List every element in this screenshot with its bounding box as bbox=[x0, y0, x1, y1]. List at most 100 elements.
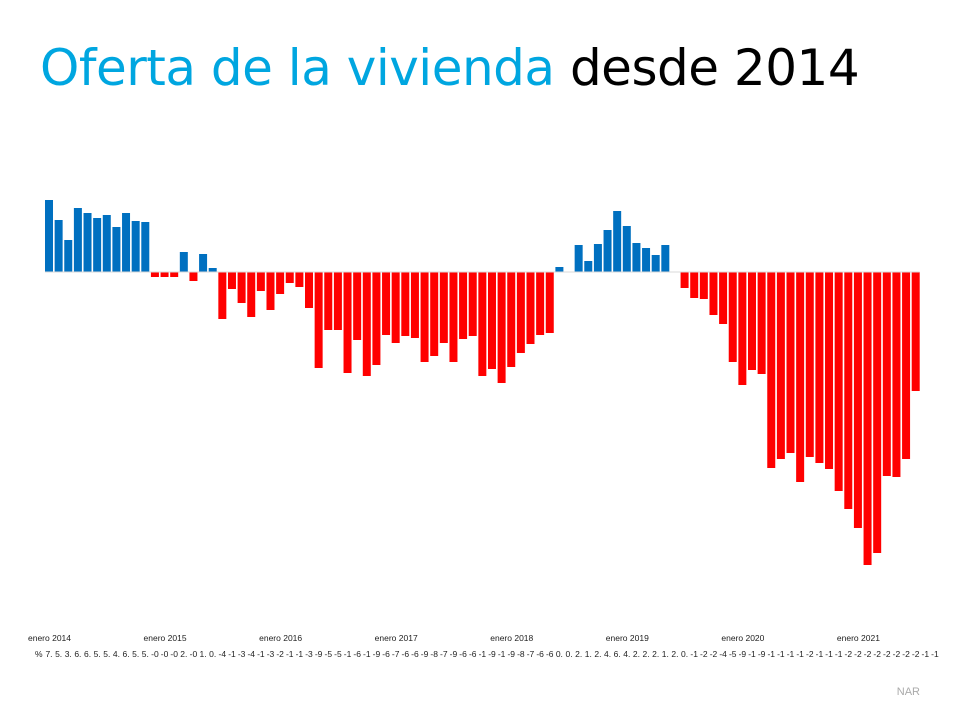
bar bbox=[459, 272, 468, 339]
bar bbox=[150, 272, 159, 277]
value-label: -2 bbox=[912, 649, 920, 659]
bar bbox=[719, 272, 728, 324]
bar bbox=[478, 272, 487, 376]
value-label: -1 bbox=[922, 649, 930, 659]
bar bbox=[208, 268, 217, 272]
value-label: -0 bbox=[151, 649, 159, 659]
bar bbox=[247, 272, 256, 317]
bar bbox=[593, 244, 602, 272]
value-label: -2 bbox=[883, 649, 891, 659]
page-title: Oferta de la vivienda desde 2014 bbox=[40, 38, 860, 98]
value-label: -9 bbox=[315, 649, 323, 659]
value-label: -1 bbox=[767, 649, 775, 659]
bar bbox=[747, 272, 756, 370]
bar bbox=[285, 272, 294, 283]
value-label: 5. bbox=[132, 649, 139, 659]
value-label: -1 bbox=[796, 649, 804, 659]
bar bbox=[93, 218, 102, 272]
year-tick-label: enero 2019 bbox=[606, 633, 649, 643]
value-label: -2 bbox=[700, 649, 708, 659]
bar bbox=[170, 272, 179, 277]
bar bbox=[305, 272, 314, 308]
bar bbox=[574, 245, 583, 272]
bar bbox=[227, 272, 236, 289]
bar bbox=[536, 272, 545, 335]
bar bbox=[709, 272, 718, 315]
bar bbox=[545, 272, 554, 333]
bar bbox=[776, 272, 785, 459]
bar bbox=[256, 272, 265, 291]
bar bbox=[391, 272, 400, 343]
bar bbox=[661, 245, 670, 272]
value-label: -0 bbox=[190, 649, 198, 659]
bar bbox=[507, 272, 516, 367]
bar bbox=[892, 272, 901, 477]
year-tick-label: enero 2016 bbox=[259, 633, 302, 643]
value-label: 0. bbox=[209, 649, 216, 659]
bar bbox=[603, 230, 612, 272]
value-label: -4 bbox=[219, 649, 227, 659]
value-label: -9 bbox=[373, 649, 381, 659]
value-label: 3. bbox=[65, 649, 72, 659]
value-label: -2 bbox=[845, 649, 853, 659]
bar bbox=[430, 272, 439, 356]
bar bbox=[276, 272, 285, 294]
value-label: 2. bbox=[671, 649, 678, 659]
bar bbox=[796, 272, 805, 482]
value-label: -1 bbox=[296, 649, 304, 659]
bar bbox=[767, 272, 776, 468]
value-label: -0 bbox=[161, 649, 169, 659]
value-label: 1. bbox=[662, 649, 669, 659]
value-label: -2 bbox=[902, 649, 910, 659]
value-label: 5. bbox=[94, 649, 101, 659]
bar bbox=[642, 248, 651, 272]
bar bbox=[64, 240, 73, 272]
title-accent: Oferta de la vivienda bbox=[40, 39, 555, 97]
value-label: 2. bbox=[633, 649, 640, 659]
bar bbox=[382, 272, 391, 335]
bar bbox=[102, 215, 111, 272]
bar bbox=[45, 200, 53, 272]
bar bbox=[680, 272, 689, 288]
value-label: -6 bbox=[469, 649, 477, 659]
bar bbox=[825, 272, 834, 469]
source-label: NAR bbox=[896, 686, 920, 698]
value-label: 4. bbox=[623, 649, 630, 659]
bar bbox=[362, 272, 371, 376]
value-label: 5. bbox=[55, 649, 62, 659]
value-label: -3 bbox=[305, 649, 313, 659]
title-rest: desde 2014 bbox=[569, 39, 860, 97]
bar bbox=[882, 272, 891, 476]
value-label: -6 bbox=[411, 649, 419, 659]
value-label: -2 bbox=[806, 649, 814, 659]
value-label: -9 bbox=[507, 649, 515, 659]
bar bbox=[199, 254, 208, 272]
bar bbox=[873, 272, 882, 553]
year-tick-label: enero 2020 bbox=[721, 633, 764, 643]
bar bbox=[516, 272, 525, 353]
value-label: 0. bbox=[556, 649, 563, 659]
value-label: -7 bbox=[440, 649, 448, 659]
bar bbox=[805, 272, 814, 457]
bar bbox=[73, 208, 82, 272]
value-label: -6 bbox=[382, 649, 390, 659]
value-label: -9 bbox=[488, 649, 496, 659]
bar bbox=[699, 272, 708, 299]
bar bbox=[112, 227, 121, 272]
value-label: 4. bbox=[113, 649, 120, 659]
value-label: 6. bbox=[614, 649, 621, 659]
value-label: -9 bbox=[450, 649, 458, 659]
bar bbox=[343, 272, 352, 373]
value-label: 6. bbox=[84, 649, 91, 659]
bar bbox=[439, 272, 448, 343]
bar bbox=[622, 226, 631, 272]
bar bbox=[401, 272, 410, 336]
value-label: 0. bbox=[681, 649, 688, 659]
value-label: -2 bbox=[893, 649, 901, 659]
value-label: -1 bbox=[690, 649, 698, 659]
value-label: -1 bbox=[344, 649, 352, 659]
value-label: -6 bbox=[536, 649, 544, 659]
value-label: -1 bbox=[363, 649, 371, 659]
value-label: -1 bbox=[825, 649, 833, 659]
bar bbox=[911, 272, 920, 391]
